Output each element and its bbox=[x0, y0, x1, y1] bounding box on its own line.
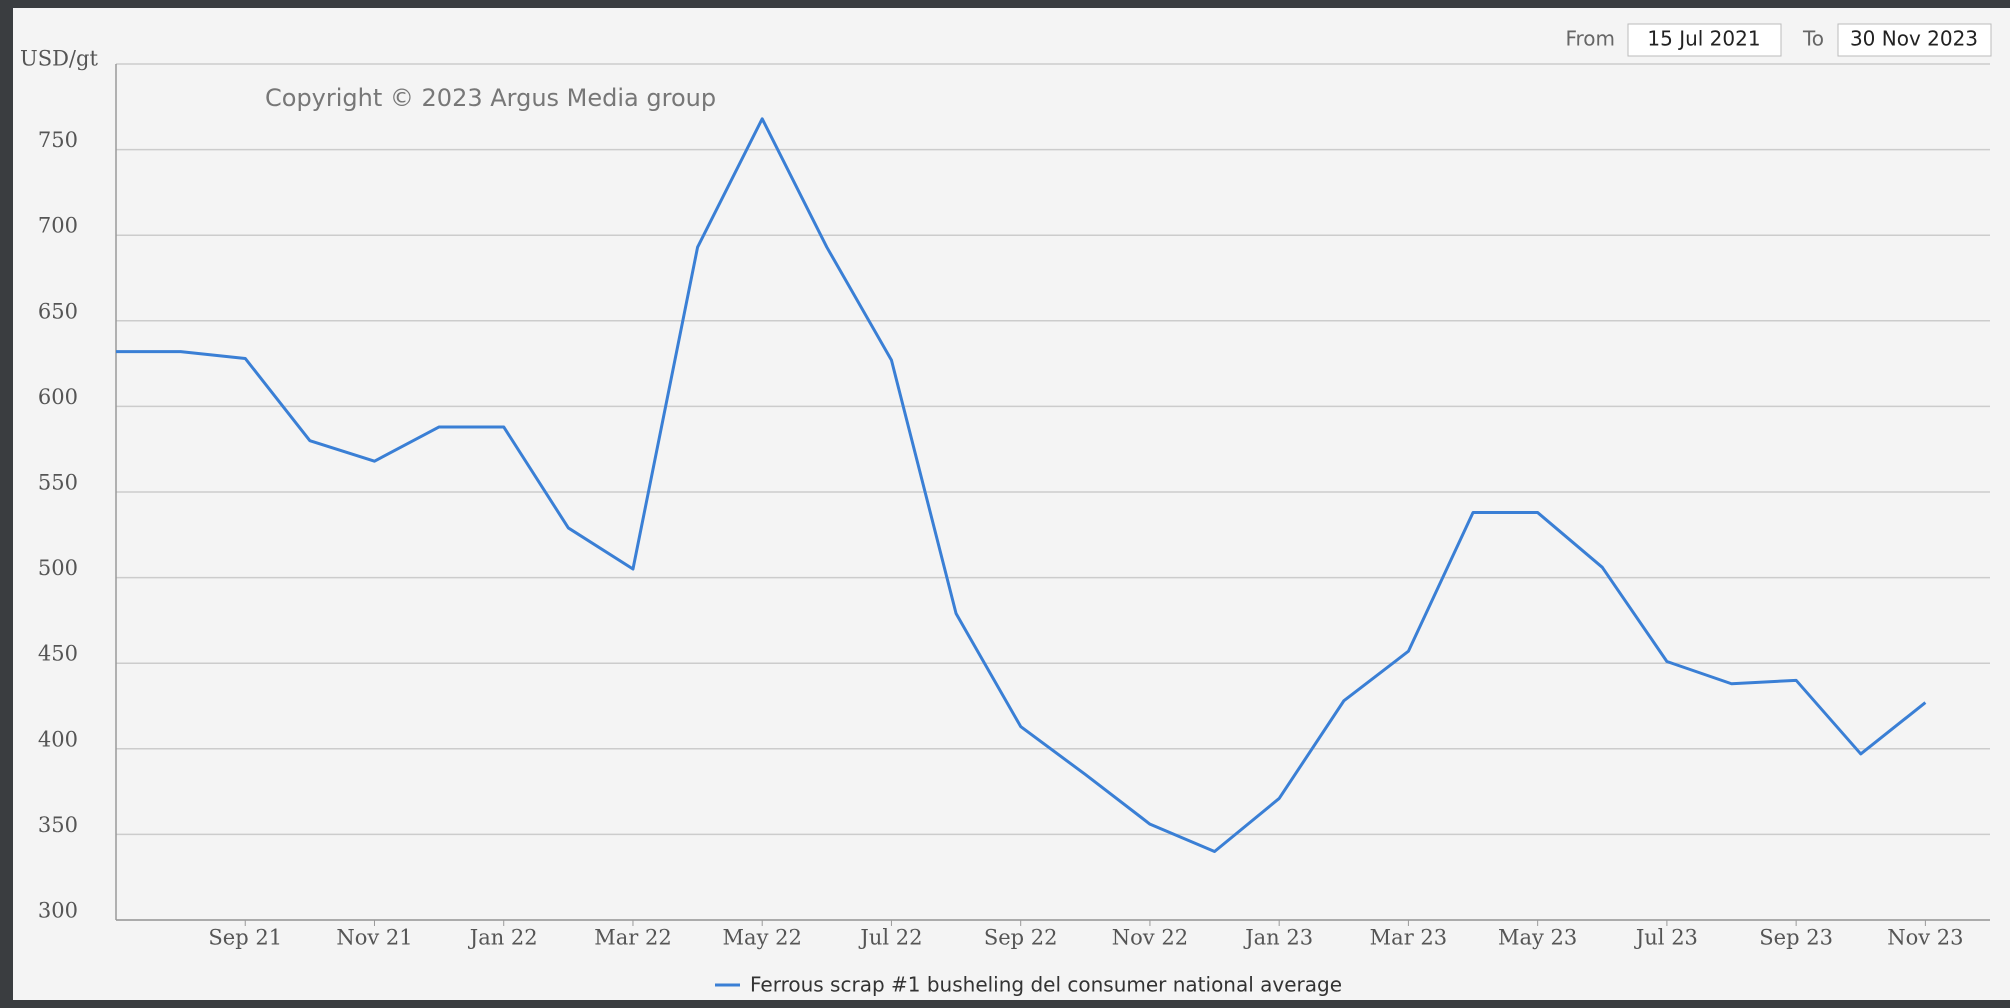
x-tick-label: Nov 21 bbox=[336, 926, 412, 950]
y-tick-label: 700 bbox=[38, 214, 78, 238]
y-axis-label: USD/gt bbox=[20, 47, 98, 71]
x-tick-label: Jan 22 bbox=[468, 926, 538, 950]
chart-title: Copyright © 2023 Argus Media group bbox=[265, 84, 716, 112]
from-label: From bbox=[1565, 27, 1615, 51]
to-label: To bbox=[1802, 27, 1824, 51]
x-tick-label: Sep 23 bbox=[1759, 926, 1833, 950]
to-value[interactable]: 30 Nov 2023 bbox=[1850, 27, 1978, 51]
y-tick-label: 350 bbox=[38, 813, 78, 837]
y-tick-label: 750 bbox=[38, 128, 78, 152]
to-input[interactable] bbox=[1837, 23, 1992, 57]
y-tick-label: 550 bbox=[38, 471, 78, 495]
from-input[interactable] bbox=[1627, 23, 1782, 57]
from-value[interactable]: 15 Jul 2021 bbox=[1647, 27, 1760, 51]
x-tick-label: Sep 22 bbox=[984, 926, 1058, 950]
panel bbox=[13, 8, 2010, 1000]
y-tick-label: 600 bbox=[38, 385, 78, 409]
x-tick-label: Jan 23 bbox=[1243, 926, 1313, 950]
y-tick-label: 400 bbox=[38, 727, 78, 751]
x-tick-label: May 22 bbox=[723, 926, 802, 950]
x-tick-label: Nov 23 bbox=[1887, 926, 1963, 950]
x-tick-label: Mar 23 bbox=[1370, 926, 1447, 950]
legend-label: Ferrous scrap #1 busheling del consumer … bbox=[750, 973, 1342, 997]
x-tick-label: Mar 22 bbox=[594, 926, 671, 950]
series-line bbox=[116, 117, 1927, 854]
y-tick-label: 450 bbox=[38, 642, 78, 666]
x-tick-label: Nov 22 bbox=[1112, 926, 1188, 950]
y-tick-label: 300 bbox=[38, 899, 78, 923]
x-tick-label: Jul 23 bbox=[1634, 926, 1698, 950]
x-tick-label: Jul 22 bbox=[858, 926, 922, 950]
x-tick-label: Sep 21 bbox=[208, 926, 282, 950]
y-tick-label: 650 bbox=[38, 299, 78, 323]
y-tick-label: 500 bbox=[38, 556, 78, 580]
x-tick-label: May 23 bbox=[1498, 926, 1577, 950]
